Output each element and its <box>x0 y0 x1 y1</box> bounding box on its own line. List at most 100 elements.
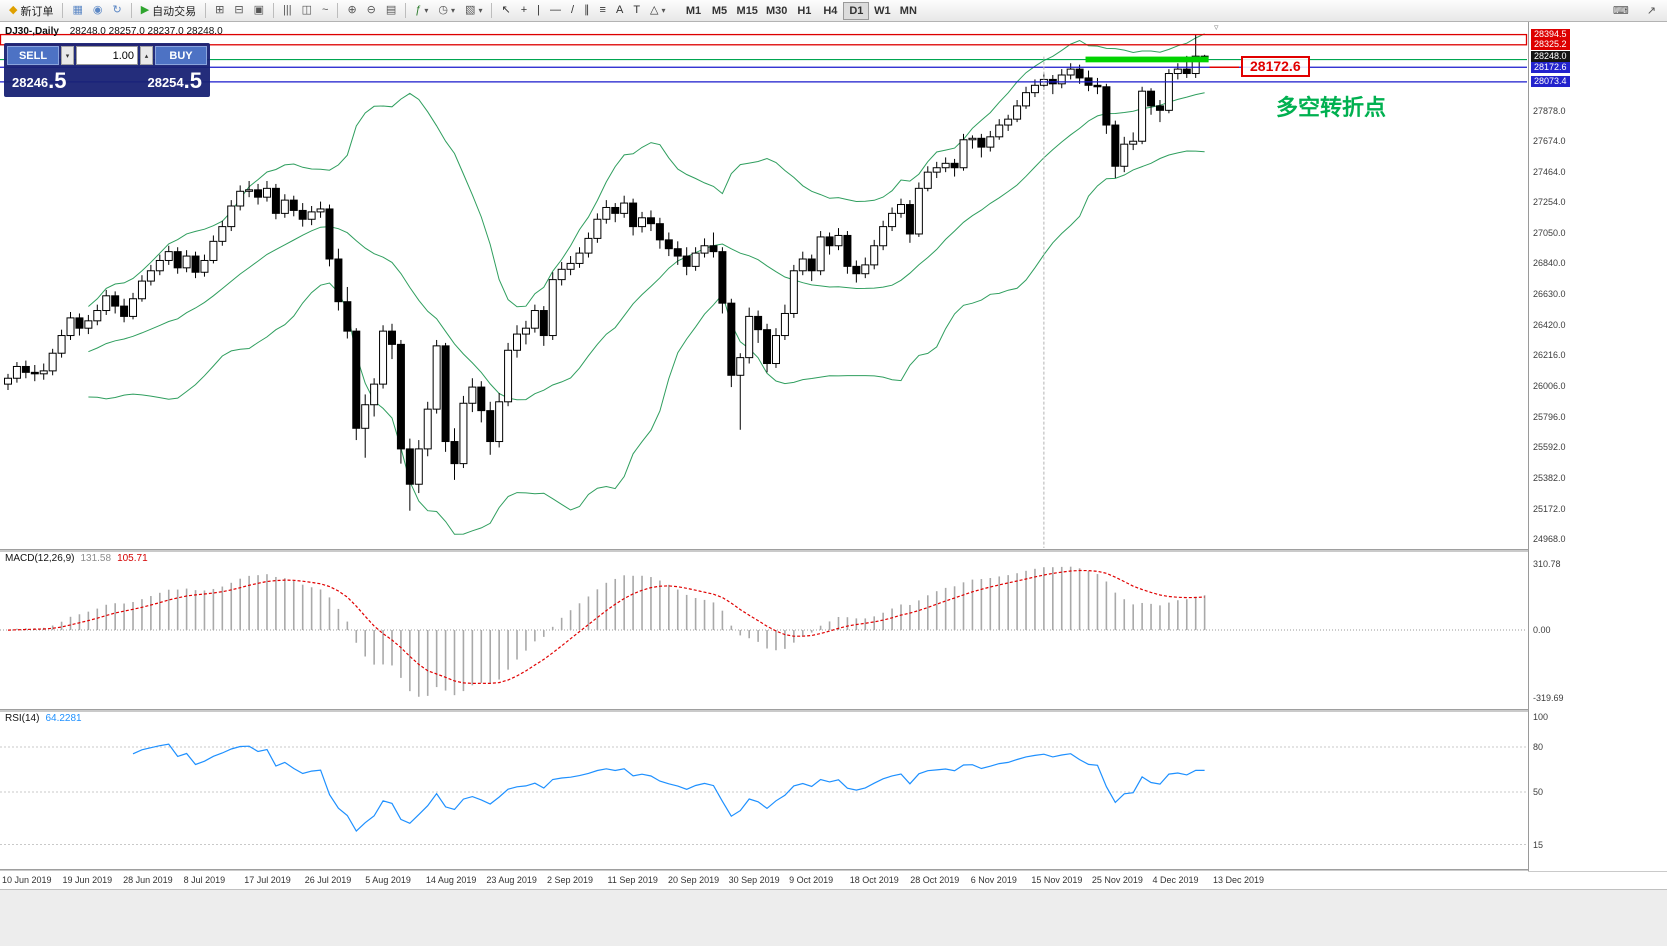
grid-button[interactable]: ▤ <box>381 2 401 20</box>
price-tag: 28248.0 <box>1531 50 1570 62</box>
one-click-trading-panel: SELL ▾ ▴ BUY 28246.5 28254.5 <box>4 43 210 97</box>
candlestick-chart-button[interactable]: ◫ <box>297 2 317 20</box>
bar-chart-button[interactable]: ||| <box>278 2 297 20</box>
text-tool-button[interactable]: A <box>611 2 628 20</box>
tile-horizontal-button[interactable]: ⊟ <box>229 2 248 20</box>
chevron-down-icon: ▾ <box>424 6 429 15</box>
refresh-button[interactable]: ↻ <box>107 2 126 20</box>
date-axis-label: 18 Oct 2019 <box>849 875 899 885</box>
timeframe-m30[interactable]: M30 <box>762 2 791 20</box>
date-axis-label: 8 Jul 2019 <box>183 875 226 885</box>
date-axis-label: 30 Sep 2019 <box>728 875 780 885</box>
tile-windows-button[interactable]: ⊞ <box>210 2 229 20</box>
chevron-down-icon: ▾ <box>661 6 666 15</box>
date-axis-label: 5 Aug 2019 <box>365 875 411 885</box>
channel-icon: ∥ <box>584 4 590 16</box>
price-tag: 28172.6 <box>1531 61 1570 73</box>
line-chart-icon: ~ <box>322 4 329 16</box>
buy-button[interactable]: BUY <box>155 46 207 65</box>
zoom-in-button[interactable]: ⊕ <box>342 2 361 20</box>
cascade-icon: ▣ <box>253 4 265 16</box>
tile-horizontal-icon: ⊟ <box>234 4 244 16</box>
crosshair-tool-button[interactable]: + <box>516 2 532 20</box>
horizontal-line-tool-button[interactable]: — <box>545 2 566 20</box>
timeframe-m1[interactable]: M1 <box>681 2 707 20</box>
timeframe-d1[interactable]: D1 <box>843 1 870 20</box>
templates-button[interactable]: ▧ ▾ <box>460 2 487 20</box>
date-axis-label: 9 Oct 2019 <box>789 875 834 885</box>
price-annotation[interactable]: 28172.6 <box>1241 56 1310 77</box>
channel-tool-button[interactable]: ∥ <box>579 2 595 20</box>
date-axis-label: 4 Dec 2019 <box>1152 875 1199 885</box>
new-order-button[interactable]: ◆ 新订单 <box>4 2 58 20</box>
trendline-tool-button[interactable]: / <box>566 2 579 20</box>
profiles-button[interactable]: ◉ <box>88 2 108 20</box>
price-axis[interactable]: 27878.0 27674.0 27464.0 27254.0 27050.0 26840… <box>1528 22 1667 871</box>
candlestick-chart[interactable] <box>0 22 1528 549</box>
autotrading-play-icon: ▶ <box>140 4 150 16</box>
chart-shift-marker[interactable]: ▿ <box>1214 22 1219 32</box>
rsi-panel-separator[interactable] <box>0 709 1667 712</box>
price-axis-label: 27878.0 <box>1533 105 1566 116</box>
vertical-line-tool-button[interactable]: | <box>532 2 545 20</box>
timeframe-h1[interactable]: H1 <box>791 2 817 20</box>
tile-windows-icon: ⊞ <box>215 4 225 16</box>
timeframe-m15[interactable]: M15 <box>733 2 762 20</box>
crosshair-icon: + <box>520 4 528 16</box>
vertical-line-icon: | <box>537 4 540 16</box>
rsi-axis-label: 15 <box>1533 839 1544 850</box>
rsi-axis-label: 50 <box>1533 787 1544 797</box>
volume-decrease-button[interactable]: ▾ <box>61 46 74 65</box>
fibonacci-tool-button[interactable]: ≡ <box>595 2 611 20</box>
volume-increase-button[interactable]: ▴ <box>140 46 153 65</box>
date-axis-label: 25 Nov 2019 <box>1091 875 1143 885</box>
template-icon: ▧ <box>465 4 476 16</box>
timeframe-m5[interactable]: M5 <box>707 2 733 20</box>
sell-button[interactable]: SELL <box>7 46 59 65</box>
rsi-indicator-chart[interactable] <box>0 711 1528 869</box>
rsi-axis-label: 100 <box>1533 712 1549 722</box>
macd-axis-label: 0.00 <box>1533 625 1551 636</box>
print-icon: ⌨ <box>1612 4 1629 17</box>
macd-indicator-chart[interactable] <box>0 551 1528 709</box>
cursor-icon: ↖ <box>501 4 511 16</box>
timeframe-w1[interactable]: W1 <box>869 2 895 20</box>
print-button[interactable]: ⌨ <box>1608 2 1634 20</box>
toolbar: ◆ 新订单 ▦ ◉ ↻ ▶ 自动交易 ⊞ ⊟ ▣ ||| ◫ ~ ⊕ ⊖ ▤ ƒ ▾ ◷ ▾ ▧ ▾ ↖ + | — / ∥ ≡ A T △ ▾… <box>0 0 1667 22</box>
new-order-icon: ◆ <box>9 4 18 16</box>
price-axis-label: 27464.0 <box>1533 166 1566 177</box>
sell-price-button[interactable]: 28246.5 <box>12 68 67 93</box>
zoom-out-icon: ⊖ <box>366 4 376 16</box>
buy-price-button[interactable]: 28254.5 <box>147 68 202 93</box>
turning-point-note[interactable]: 多空转折点 <box>1276 95 1387 120</box>
date-axis[interactable]: 10 Jun 2019 19 Jun 2019 28 Jun 2019 8 Jul 2… <box>0 871 1528 889</box>
fullscreen-button[interactable]: ↗ <box>1642 2 1661 20</box>
date-axis-label: 28 Oct 2019 <box>910 875 960 885</box>
new-chart-button[interactable]: ▦ <box>67 2 87 20</box>
periods-button[interactable]: ◷ ▾ <box>433 2 460 20</box>
date-axis-label: 13 Dec 2019 <box>1213 875 1265 885</box>
bar-chart-icon: ||| <box>283 4 292 16</box>
volume-input[interactable] <box>76 46 138 65</box>
timeframe-mn[interactable]: MN <box>895 2 921 20</box>
macd-panel-separator[interactable] <box>0 549 1667 552</box>
date-axis-label: 19 Jun 2019 <box>62 875 113 885</box>
rsi-axis-label: 80 <box>1533 742 1544 752</box>
date-axis-label: 14 Aug 2019 <box>425 875 477 885</box>
price-axis-label: 25592.0 <box>1533 442 1566 453</box>
cursor-tool-button[interactable]: ↖ <box>496 2 515 20</box>
cascade-windows-button[interactable]: ▣ <box>249 2 269 20</box>
autotrading-button-label: 自动交易 <box>152 5 197 18</box>
timeframe-h4[interactable]: H4 <box>817 2 843 20</box>
shapes-tool-button[interactable]: △ ▾ <box>645 2 670 20</box>
zoom-out-button[interactable]: ⊖ <box>362 2 381 20</box>
line-chart-button[interactable]: ~ <box>317 2 333 20</box>
indicators-button[interactable]: ƒ ▾ <box>410 2 433 20</box>
label-tool-button[interactable]: T <box>628 2 645 20</box>
price-axis-label: 26420.0 <box>1533 320 1566 331</box>
text-icon: A <box>615 4 624 16</box>
price-axis-label: 24968.0 <box>1533 533 1566 544</box>
autotrading-button[interactable]: ▶ 自动交易 <box>136 2 201 20</box>
date-axis-label: 23 Aug 2019 <box>486 875 537 885</box>
price-axis-label: 25382.0 <box>1533 473 1566 484</box>
